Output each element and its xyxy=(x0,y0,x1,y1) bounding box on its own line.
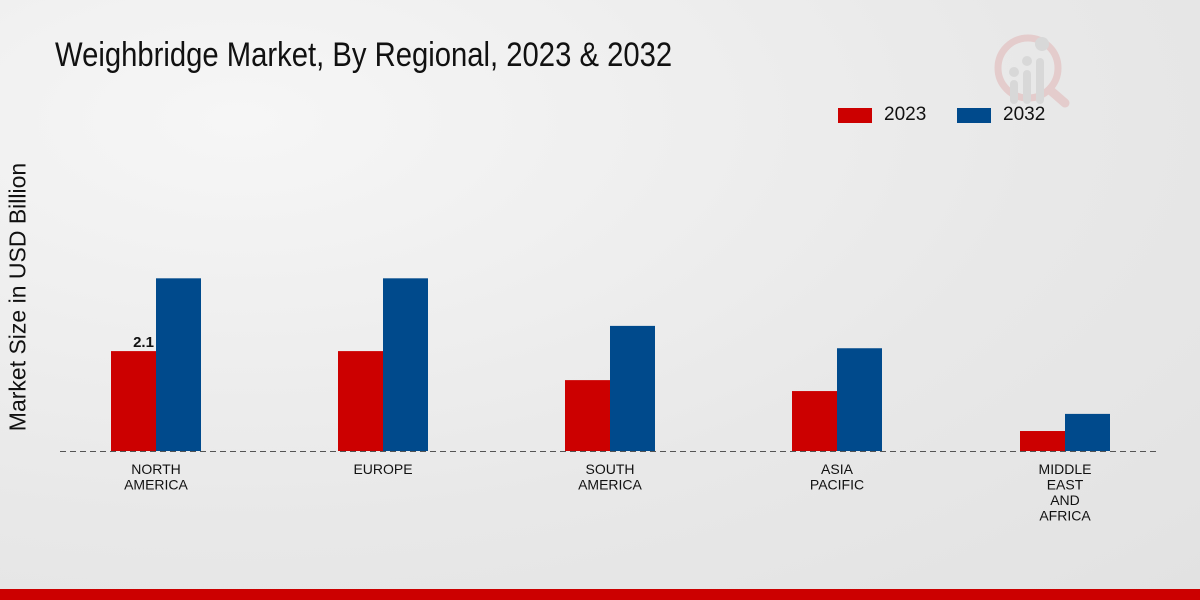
x-tick-label: MIDDLE EAST AND AFRICA xyxy=(1039,461,1092,524)
bar-2023-3 xyxy=(792,391,837,451)
x-tick-label: NORTH AMERICA xyxy=(124,461,188,493)
data-label: 2.1 xyxy=(133,334,154,351)
legend-label-2023: 2023 xyxy=(884,104,927,125)
brand-logo-icon xyxy=(994,34,1070,108)
bar-2023-2 xyxy=(565,380,610,451)
bar-2032-3 xyxy=(837,348,882,451)
footer-bar xyxy=(0,589,1200,600)
legend-swatch-2032 xyxy=(957,107,991,123)
legend-swatch-2023 xyxy=(838,107,872,123)
legend-item-2023: 2023 xyxy=(838,104,926,126)
bar-2032-4 xyxy=(1065,413,1110,451)
bar-2023-1 xyxy=(338,351,383,451)
legend-label-2032: 2032 xyxy=(1003,104,1046,125)
x-tick-label: EUROPE xyxy=(353,461,412,477)
bar-2032-2 xyxy=(610,325,655,451)
chart-title: Weighbridge Market, By Regional, 2023 & … xyxy=(55,36,673,74)
bar-2023-0 xyxy=(111,351,156,451)
x-tick-label: ASIA PACIFIC xyxy=(810,461,864,493)
bar-2032-0 xyxy=(156,278,201,451)
legend-item-2032: 2032 xyxy=(957,104,1045,126)
bar-2023-4 xyxy=(1020,431,1065,451)
x-tick-label: SOUTH AMERICA xyxy=(578,461,642,493)
bar-2032-1 xyxy=(383,278,428,451)
